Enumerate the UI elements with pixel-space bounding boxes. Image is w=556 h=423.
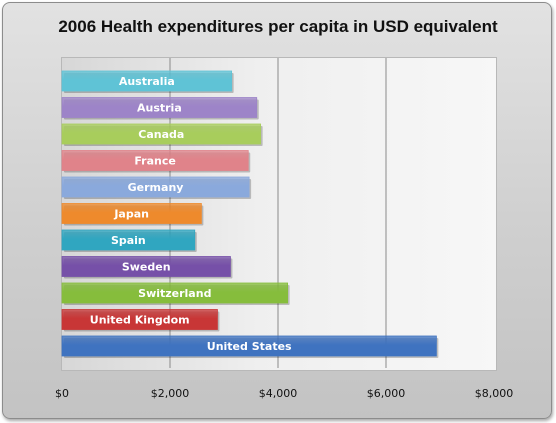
bar-australia [61, 70, 233, 92]
x-tick-label: $2,000 [151, 387, 190, 400]
bar-germany [61, 176, 250, 198]
bar-label: United States [207, 340, 292, 353]
bar-united-states [61, 335, 437, 357]
bar-label: Austria [137, 102, 182, 115]
x-tick-label: $4,000 [259, 387, 298, 400]
bar-france [61, 150, 249, 171]
bar-label: Switzerland [138, 287, 211, 300]
bar-austria [61, 97, 258, 118]
bar-label: Canada [138, 128, 184, 141]
bar-label: United Kingdom [90, 314, 190, 327]
bar-label: Sweden [122, 261, 171, 274]
bar-japan [61, 203, 202, 224]
bar-label: France [134, 155, 175, 168]
x-tick-label: $6,000 [367, 387, 406, 400]
bar-label: Spain [111, 234, 146, 247]
chart-title: 2006 Health expenditures per capita in U… [58, 17, 498, 36]
bar-label: Germany [128, 181, 184, 194]
bar-label: Japan [113, 208, 149, 221]
bar-canada [61, 123, 262, 145]
bar-switzerland [61, 282, 289, 304]
bar-spain [61, 229, 196, 251]
bar-united-kingdom [61, 309, 218, 330]
x-tick-label: $0 [55, 387, 69, 400]
bar-sweden [61, 256, 231, 277]
x-tick-label: $8,000 [475, 387, 514, 400]
bar-label: Australia [119, 75, 175, 88]
